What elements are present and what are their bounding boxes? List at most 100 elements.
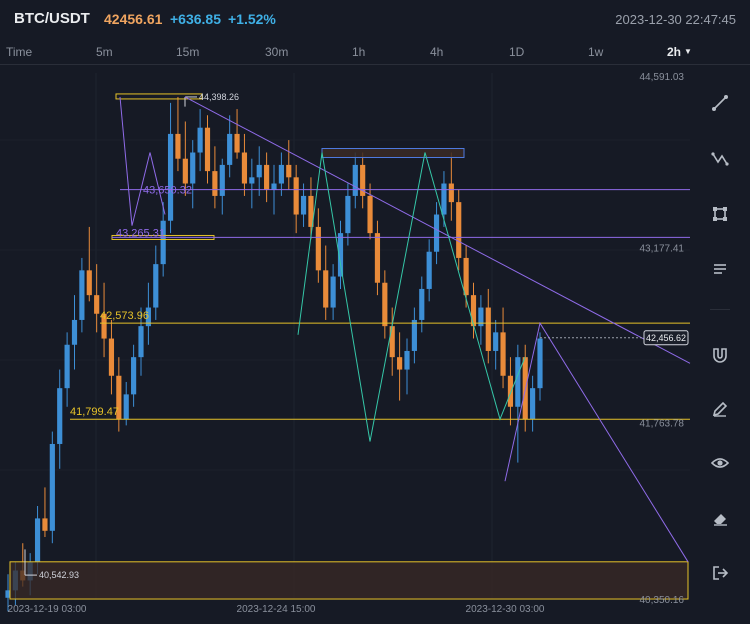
candle-body	[190, 152, 196, 184]
eraser-icon[interactable]	[708, 506, 732, 530]
candle	[300, 183, 307, 227]
tab-1h[interactable]: 1h	[352, 45, 366, 59]
candle	[323, 245, 329, 320]
candle-body	[478, 307, 484, 327]
tab-1d[interactable]: 1D	[509, 45, 525, 59]
pair-symbol[interactable]: BTC/USDT	[14, 10, 90, 27]
candle	[315, 208, 321, 283]
candle-body	[419, 288, 425, 320]
chart-header: BTC/USDT 42456.61 +636.85 +1.52% 2023-12…	[0, 0, 750, 38]
candle-body	[493, 332, 499, 351]
candle	[419, 276, 425, 333]
candle	[190, 140, 196, 209]
candle	[116, 357, 122, 432]
candle-body	[138, 326, 144, 358]
candle	[278, 152, 284, 196]
candle-body	[463, 257, 469, 296]
candle	[175, 96, 181, 172]
price-chart[interactable]: 44,591.03 43,177.41 41,763.78 40,350.16 42,4…	[0, 65, 700, 624]
candle	[374, 220, 381, 296]
x-tick-label-3: 2023-12-30 03:00	[466, 604, 545, 615]
candle-body	[448, 183, 454, 203]
candle	[182, 121, 188, 196]
candle-body	[441, 183, 447, 215]
candle-body	[145, 307, 151, 327]
tab-2h[interactable]: 2h ▼	[667, 45, 692, 59]
pencil-icon[interactable]	[708, 397, 732, 421]
candle-body	[116, 375, 122, 420]
timeframe-bar: Time 5m 15m 30m 1h 4h 1D 1w 2h ▼	[0, 40, 750, 65]
candle	[219, 158, 225, 215]
last-price: 42456.61	[104, 11, 163, 27]
drawing-toolbar	[700, 85, 740, 595]
candle	[367, 183, 373, 240]
level-lower-label: 41,799.47	[70, 406, 119, 418]
candle	[138, 307, 144, 376]
rectangle-icon[interactable]	[708, 202, 732, 226]
tab-5m[interactable]: 5m	[96, 45, 113, 59]
candle	[337, 220, 344, 289]
tab-2h-label: 2h	[667, 45, 682, 59]
candle-body	[330, 276, 336, 308]
candle	[500, 307, 506, 389]
price-axis-label-3: 41,763.78	[640, 419, 685, 430]
zigzag-icon[interactable]	[708, 147, 732, 171]
candle-body	[537, 338, 543, 389]
candle	[101, 282, 107, 358]
candle	[204, 115, 211, 184]
candle-body	[108, 338, 115, 376]
candle-body	[227, 133, 233, 165]
candle	[507, 357, 514, 426]
candle-body	[470, 295, 477, 327]
candle-body	[374, 233, 381, 283]
candle-body	[382, 282, 388, 327]
x-tick-label-1: 2023-12-19 03:00	[8, 604, 87, 615]
candle-body	[323, 270, 329, 308]
candle-body	[300, 195, 307, 215]
candle-body	[389, 326, 395, 358]
candle	[382, 270, 388, 339]
candle	[167, 102, 174, 234]
purple-level-a-label: 43,650.32	[143, 185, 192, 197]
candle	[249, 158, 255, 209]
descending-trendline	[184, 96, 691, 364]
trend-line-icon[interactable]	[708, 91, 732, 115]
candle-body	[286, 164, 292, 178]
candle	[71, 295, 78, 370]
candle-body	[345, 195, 351, 234]
candle	[123, 381, 129, 426]
candle	[5, 574, 11, 612]
candle	[153, 245, 159, 320]
candle-body	[360, 164, 366, 196]
candle	[212, 146, 218, 209]
candle-body	[94, 295, 100, 314]
current-price-label: 42,456.62	[646, 333, 686, 343]
candle-body	[337, 233, 344, 277]
candle-body	[426, 251, 432, 289]
candle	[411, 307, 417, 364]
tab-15m[interactable]: 15m	[176, 45, 200, 59]
magnet-icon[interactable]	[708, 343, 732, 367]
text-lines-icon[interactable]	[708, 257, 732, 281]
candle-body	[500, 332, 506, 376]
x-tick-label-2: 2023-12-24 15:00	[237, 604, 316, 615]
current-price-badge	[643, 330, 689, 346]
candle	[108, 319, 115, 395]
exit-icon[interactable]	[708, 561, 732, 585]
tab-time[interactable]: Time	[6, 45, 33, 59]
chevron-down-icon: ▼	[684, 47, 692, 56]
candle-body	[411, 319, 417, 351]
candle-body	[404, 350, 410, 370]
candle	[389, 307, 395, 376]
candle	[537, 332, 543, 401]
candle	[308, 177, 314, 240]
candle	[79, 257, 85, 333]
candle-body	[433, 214, 440, 252]
tab-1w[interactable]: 1w	[588, 45, 604, 59]
tab-30m[interactable]: 30m	[265, 45, 289, 59]
tab-4h[interactable]: 4h	[430, 45, 444, 59]
candle-body	[86, 270, 92, 296]
price-axis-label-2: 43,177.41	[640, 243, 685, 254]
eye-icon[interactable]	[708, 451, 732, 475]
price-change: +636.85	[170, 11, 221, 27]
